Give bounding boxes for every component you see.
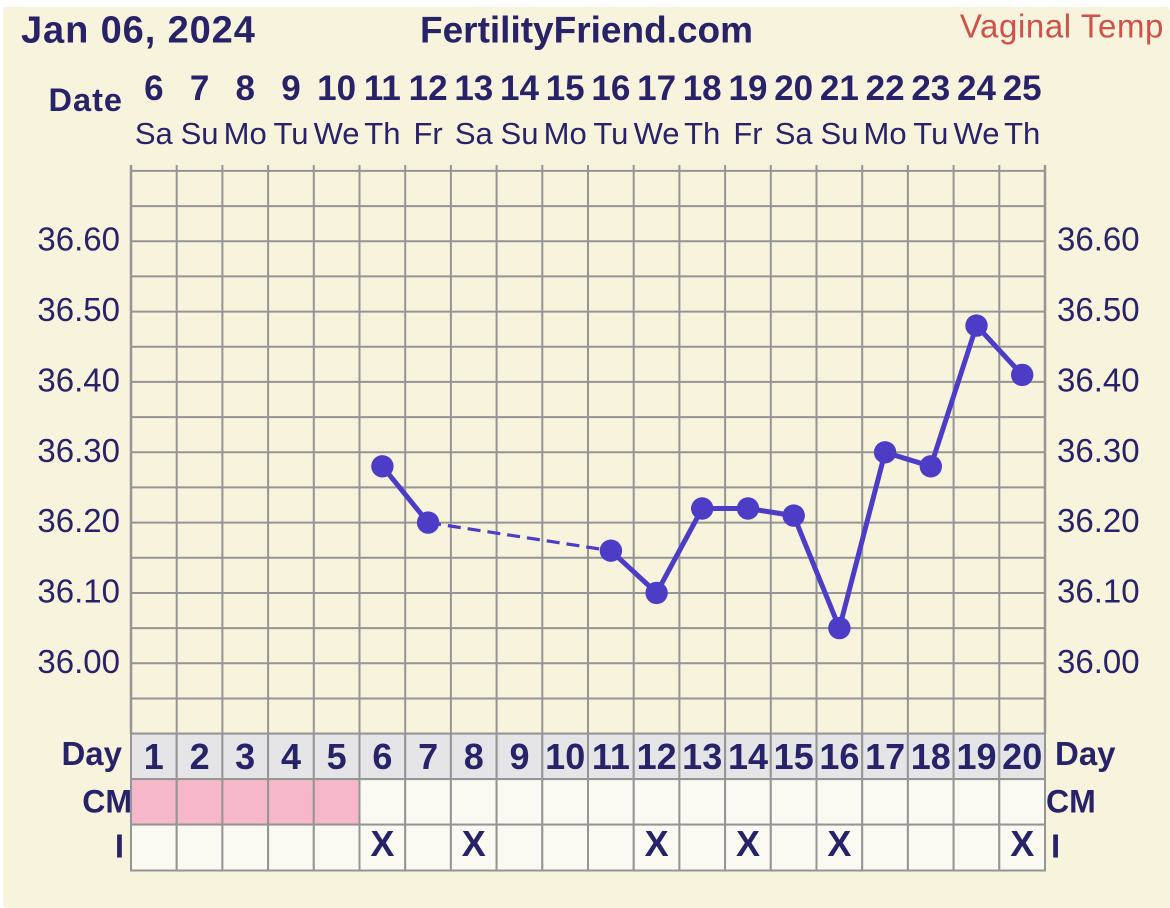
svg-text:Mo: Mo	[224, 116, 267, 151]
svg-text:24: 24	[957, 69, 996, 108]
svg-text:2: 2	[190, 736, 210, 777]
svg-text:Jan 06, 2024: Jan 06, 2024	[21, 10, 256, 52]
svg-text:X: X	[827, 823, 851, 864]
svg-text:14: 14	[728, 736, 768, 777]
svg-text:Sa: Sa	[455, 116, 494, 151]
svg-text:16: 16	[591, 69, 630, 108]
svg-text:36.50: 36.50	[37, 291, 120, 328]
svg-text:3: 3	[235, 736, 255, 777]
svg-text:Tu: Tu	[273, 116, 308, 151]
svg-text:Th: Th	[684, 116, 720, 151]
svg-text:We: We	[634, 116, 680, 151]
svg-text:Fr: Fr	[413, 116, 442, 151]
svg-text:10: 10	[317, 69, 356, 108]
svg-text:17: 17	[637, 69, 676, 108]
svg-text:36.20: 36.20	[1057, 502, 1140, 539]
svg-text:21: 21	[820, 69, 859, 108]
svg-text:23: 23	[911, 69, 950, 108]
svg-text:X: X	[370, 823, 394, 864]
svg-text:16: 16	[819, 736, 859, 777]
svg-text:36.60: 36.60	[37, 221, 120, 258]
svg-text:14: 14	[500, 69, 539, 108]
svg-text:CM: CM	[82, 784, 132, 820]
svg-text:36.10: 36.10	[37, 572, 120, 609]
svg-text:22: 22	[866, 69, 905, 108]
svg-text:36.40: 36.40	[1057, 361, 1140, 398]
svg-text:36.30: 36.30	[37, 432, 120, 469]
svg-text:13: 13	[454, 69, 493, 108]
svg-text:CM: CM	[1046, 784, 1096, 820]
svg-text:6: 6	[144, 69, 163, 108]
svg-text:36.10: 36.10	[1057, 572, 1140, 609]
svg-text:19: 19	[956, 736, 996, 777]
svg-text:Su: Su	[501, 116, 539, 151]
svg-text:We: We	[954, 116, 1000, 151]
svg-text:I: I	[115, 828, 124, 865]
svg-text:17: 17	[865, 736, 905, 777]
svg-text:4: 4	[281, 736, 301, 777]
svg-text:I: I	[1051, 828, 1060, 865]
svg-text:X: X	[645, 823, 669, 864]
svg-text:Tu: Tu	[593, 116, 628, 151]
svg-text:25: 25	[1003, 69, 1042, 108]
svg-text:12: 12	[637, 736, 677, 777]
svg-text:Vaginal Temp: Vaginal Temp	[960, 7, 1164, 44]
svg-text:Su: Su	[181, 116, 219, 151]
svg-text:36.50: 36.50	[1057, 291, 1140, 328]
svg-text:Mo: Mo	[544, 116, 587, 151]
svg-text:Fr: Fr	[733, 116, 762, 151]
svg-text:13: 13	[682, 736, 722, 777]
svg-text:9: 9	[509, 736, 529, 777]
svg-text:36.40: 36.40	[37, 361, 120, 398]
svg-text:Sa: Sa	[135, 116, 174, 151]
svg-text:36.30: 36.30	[1057, 432, 1140, 469]
svg-text:19: 19	[729, 69, 768, 108]
svg-text:X: X	[462, 823, 486, 864]
svg-text:Sa: Sa	[775, 116, 814, 151]
svg-text:8: 8	[464, 736, 484, 777]
svg-text:7: 7	[418, 736, 438, 777]
svg-text:9: 9	[281, 69, 300, 108]
svg-text:12: 12	[409, 69, 448, 108]
svg-text:We: We	[314, 116, 360, 151]
svg-text:15: 15	[774, 736, 814, 777]
svg-text:18: 18	[683, 69, 722, 108]
svg-text:Mo: Mo	[864, 116, 907, 151]
svg-text:10: 10	[545, 736, 585, 777]
svg-text:18: 18	[911, 736, 951, 777]
svg-text:1: 1	[144, 736, 164, 777]
svg-text:Su: Su	[820, 116, 858, 151]
svg-text:15: 15	[546, 69, 585, 108]
svg-text:11: 11	[592, 736, 630, 777]
svg-text:36.00: 36.00	[1057, 643, 1140, 680]
svg-text:5: 5	[327, 736, 347, 777]
svg-text:X: X	[736, 823, 760, 864]
svg-text:20: 20	[774, 69, 813, 108]
svg-text:Day: Day	[1055, 735, 1116, 772]
svg-text:Th: Th	[364, 116, 400, 151]
svg-text:Day: Day	[61, 735, 122, 772]
svg-text:8: 8	[235, 69, 254, 108]
svg-text:Tu: Tu	[913, 116, 948, 151]
svg-text:36.60: 36.60	[1057, 221, 1140, 258]
svg-text:Date: Date	[49, 82, 123, 118]
svg-text:7: 7	[190, 69, 209, 108]
svg-text:20: 20	[1002, 736, 1042, 777]
svg-text:6: 6	[372, 736, 392, 777]
svg-text:X: X	[1010, 823, 1034, 864]
svg-text:Th: Th	[1004, 116, 1040, 151]
svg-text:FertilityFriend.com: FertilityFriend.com	[420, 10, 753, 51]
svg-text:36.00: 36.00	[37, 643, 120, 680]
svg-text:11: 11	[364, 69, 401, 108]
svg-text:36.20: 36.20	[37, 502, 120, 539]
